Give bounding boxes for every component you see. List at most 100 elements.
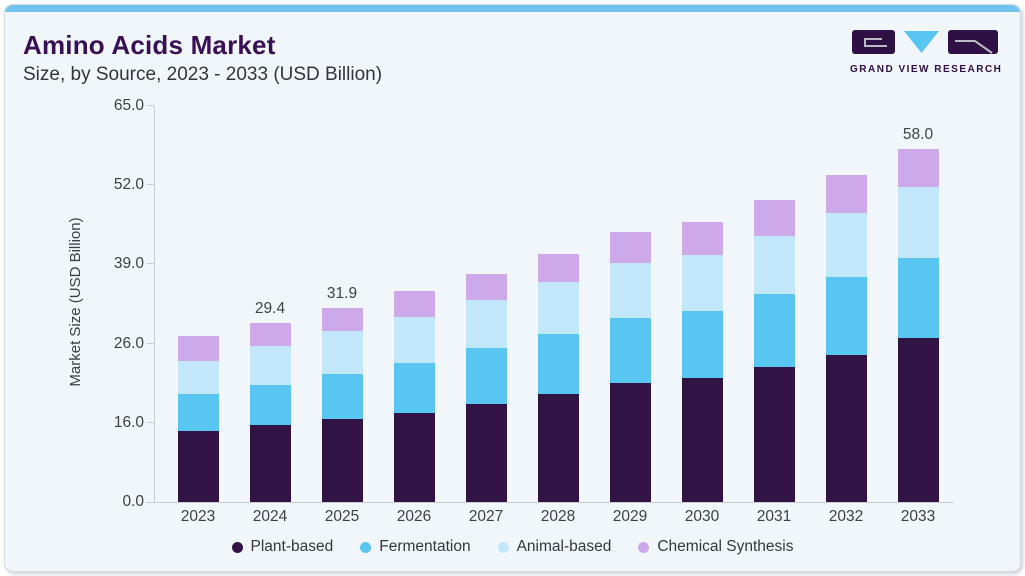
bar-2030-segment-chemical-synthesis [681,221,723,255]
x-tick-label-2030: 2030 [684,508,720,525]
y-tick-mark [147,105,154,106]
y-axis-title: Market Size (USD Billion) [67,217,84,387]
x-tick-label-2024: 2024 [252,508,288,525]
bar-2032-segment-animal-based [825,212,867,278]
x-tick-label-2029: 2029 [612,508,648,525]
y-tick-label: 65.0 [113,97,144,114]
bar-2027-segment-plant-based [465,403,507,502]
bar-2027-segment-animal-based [465,299,507,349]
bar-2033-segment-animal-based [897,187,939,259]
legend-swatch-plant-based [231,541,243,553]
bar-2033-segment-fermentation [897,258,939,339]
bar-2028 [537,254,579,502]
y-tick-label: 26.0 [113,334,144,352]
bar-2026-segment-plant-based [393,412,435,502]
bar-2025-segment-chemical-synthesis [321,307,363,331]
bar-2025-segment-animal-based [321,330,363,374]
bar-2029-segment-plant-based [609,383,651,502]
y-tick-mark [147,184,154,186]
brand-logo: GRAND VIEW RESEARCH [850,29,1003,75]
y-tick-mark [147,421,154,423]
bar-2030-segment-plant-based [681,377,723,502]
bar-2027-segment-chemical-synthesis [465,274,507,300]
y-tick-label: 52.0 [113,176,144,194]
x-tick-label-2027: 2027 [468,508,504,525]
bar-column-2023 [162,106,234,502]
bar-column-2032 [810,106,882,502]
y-tick-label: 16.0 [113,413,144,431]
legend-item-animal-based: Animal-based [497,538,612,556]
bar-value-label-2033: 58.0 [902,125,934,143]
x-axis-labels: 2023 2024 2025 2026 2027 2028 2029 2030 2031 2032… [162,508,954,526]
bar-column-2031 [738,106,810,502]
x-tick-label-2026: 2026 [396,508,432,525]
card-top-accent-bar [5,5,1020,12]
bar-2030-segment-fermentation [681,310,723,378]
bar-2026 [393,291,435,502]
y-tick-mark [147,342,154,344]
legend-label: Plant-based [250,538,334,555]
legend-item-plant-based: Plant-based [231,538,334,556]
bar-2023 [177,336,219,502]
gvr-logo-icon [852,30,998,54]
legend-swatch-chemical-synthesis [638,541,650,553]
bar-2023-segment-fermentation [177,394,219,431]
bar-column-2029 [594,106,666,502]
legend-label: Chemical Synthesis [657,538,794,555]
legend-label: Animal-based [516,538,612,555]
bar-2023-segment-animal-based [177,361,219,395]
brand-name: GRAND VIEW RESEARCH [850,64,1003,75]
bar-2023-segment-chemical-synthesis [177,336,219,362]
bar-2030-segment-animal-based [681,254,723,311]
x-axis-line [146,502,954,503]
bar-2025-segment-plant-based [321,418,363,502]
bar-2028-segment-plant-based [537,394,579,502]
bar-2032 [825,175,867,502]
bar-2029-segment-fermentation [609,318,651,384]
bar-2027-segment-fermentation [465,348,507,404]
bar-2031 [753,199,795,502]
x-tick-label-2025: 2025 [324,508,360,525]
x-tick-label-2033: 2033 [900,508,936,525]
legend-item-chemical-synthesis: Chemical Synthesis [638,538,793,556]
legend-swatch-fermentation [360,541,372,553]
y-tick-label: 0.0 [122,493,144,510]
bar-2024-segment-plant-based [249,425,291,502]
bar-2026-segment-chemical-synthesis [393,291,435,317]
x-tick-label-2032: 2032 [828,508,864,525]
bar-2026-segment-animal-based [393,316,435,364]
bar-column-2027 [450,106,522,502]
bar-2031-segment-plant-based [753,367,795,502]
y-axis-line [154,106,155,502]
bar-2033-segment-chemical-synthesis [897,148,939,188]
legend-swatch-animal-based [497,541,509,553]
bar-2027 [465,274,507,502]
bar-2031-segment-animal-based [753,235,795,295]
bar-2031-segment-fermentation [753,294,795,368]
plot-area: 29.4 31.9 58.0 0.0 16.0 26.0 39.0 52.0 65.0 [114,97,954,510]
bar-column-2025: 31.9 [306,106,378,502]
bar-2030 [681,221,723,502]
bar-2026-segment-fermentation [393,363,435,413]
bar-2024-segment-fermentation [249,384,291,426]
bar-2032-segment-fermentation [825,277,867,355]
legend-item-fermentation: Fermentation [360,538,471,556]
bar-2028-segment-fermentation [537,333,579,395]
page-title: Amino Acids Market [23,30,276,60]
x-tick-label-2028: 2028 [540,508,576,525]
bar-value-label-2024: 29.4 [254,299,286,317]
bar-2025-segment-fermentation [321,373,363,419]
bar-2028-segment-animal-based [537,282,579,334]
bar-2024 [249,322,291,502]
bar-2031-segment-chemical-synthesis [753,199,795,236]
y-tick-mark [147,263,154,265]
bar-2032-segment-plant-based [825,354,867,502]
bar-2024-segment-chemical-synthesis [249,322,291,347]
bar-2028-segment-chemical-synthesis [537,254,579,283]
y-tick-label: 39.0 [113,255,144,273]
bar-2029-segment-chemical-synthesis [609,231,651,263]
bar-2029 [609,231,651,502]
bar-column-2024: 29.4 [234,106,306,502]
bar-column-2030 [666,106,738,502]
bar-2032-segment-chemical-synthesis [825,175,867,213]
